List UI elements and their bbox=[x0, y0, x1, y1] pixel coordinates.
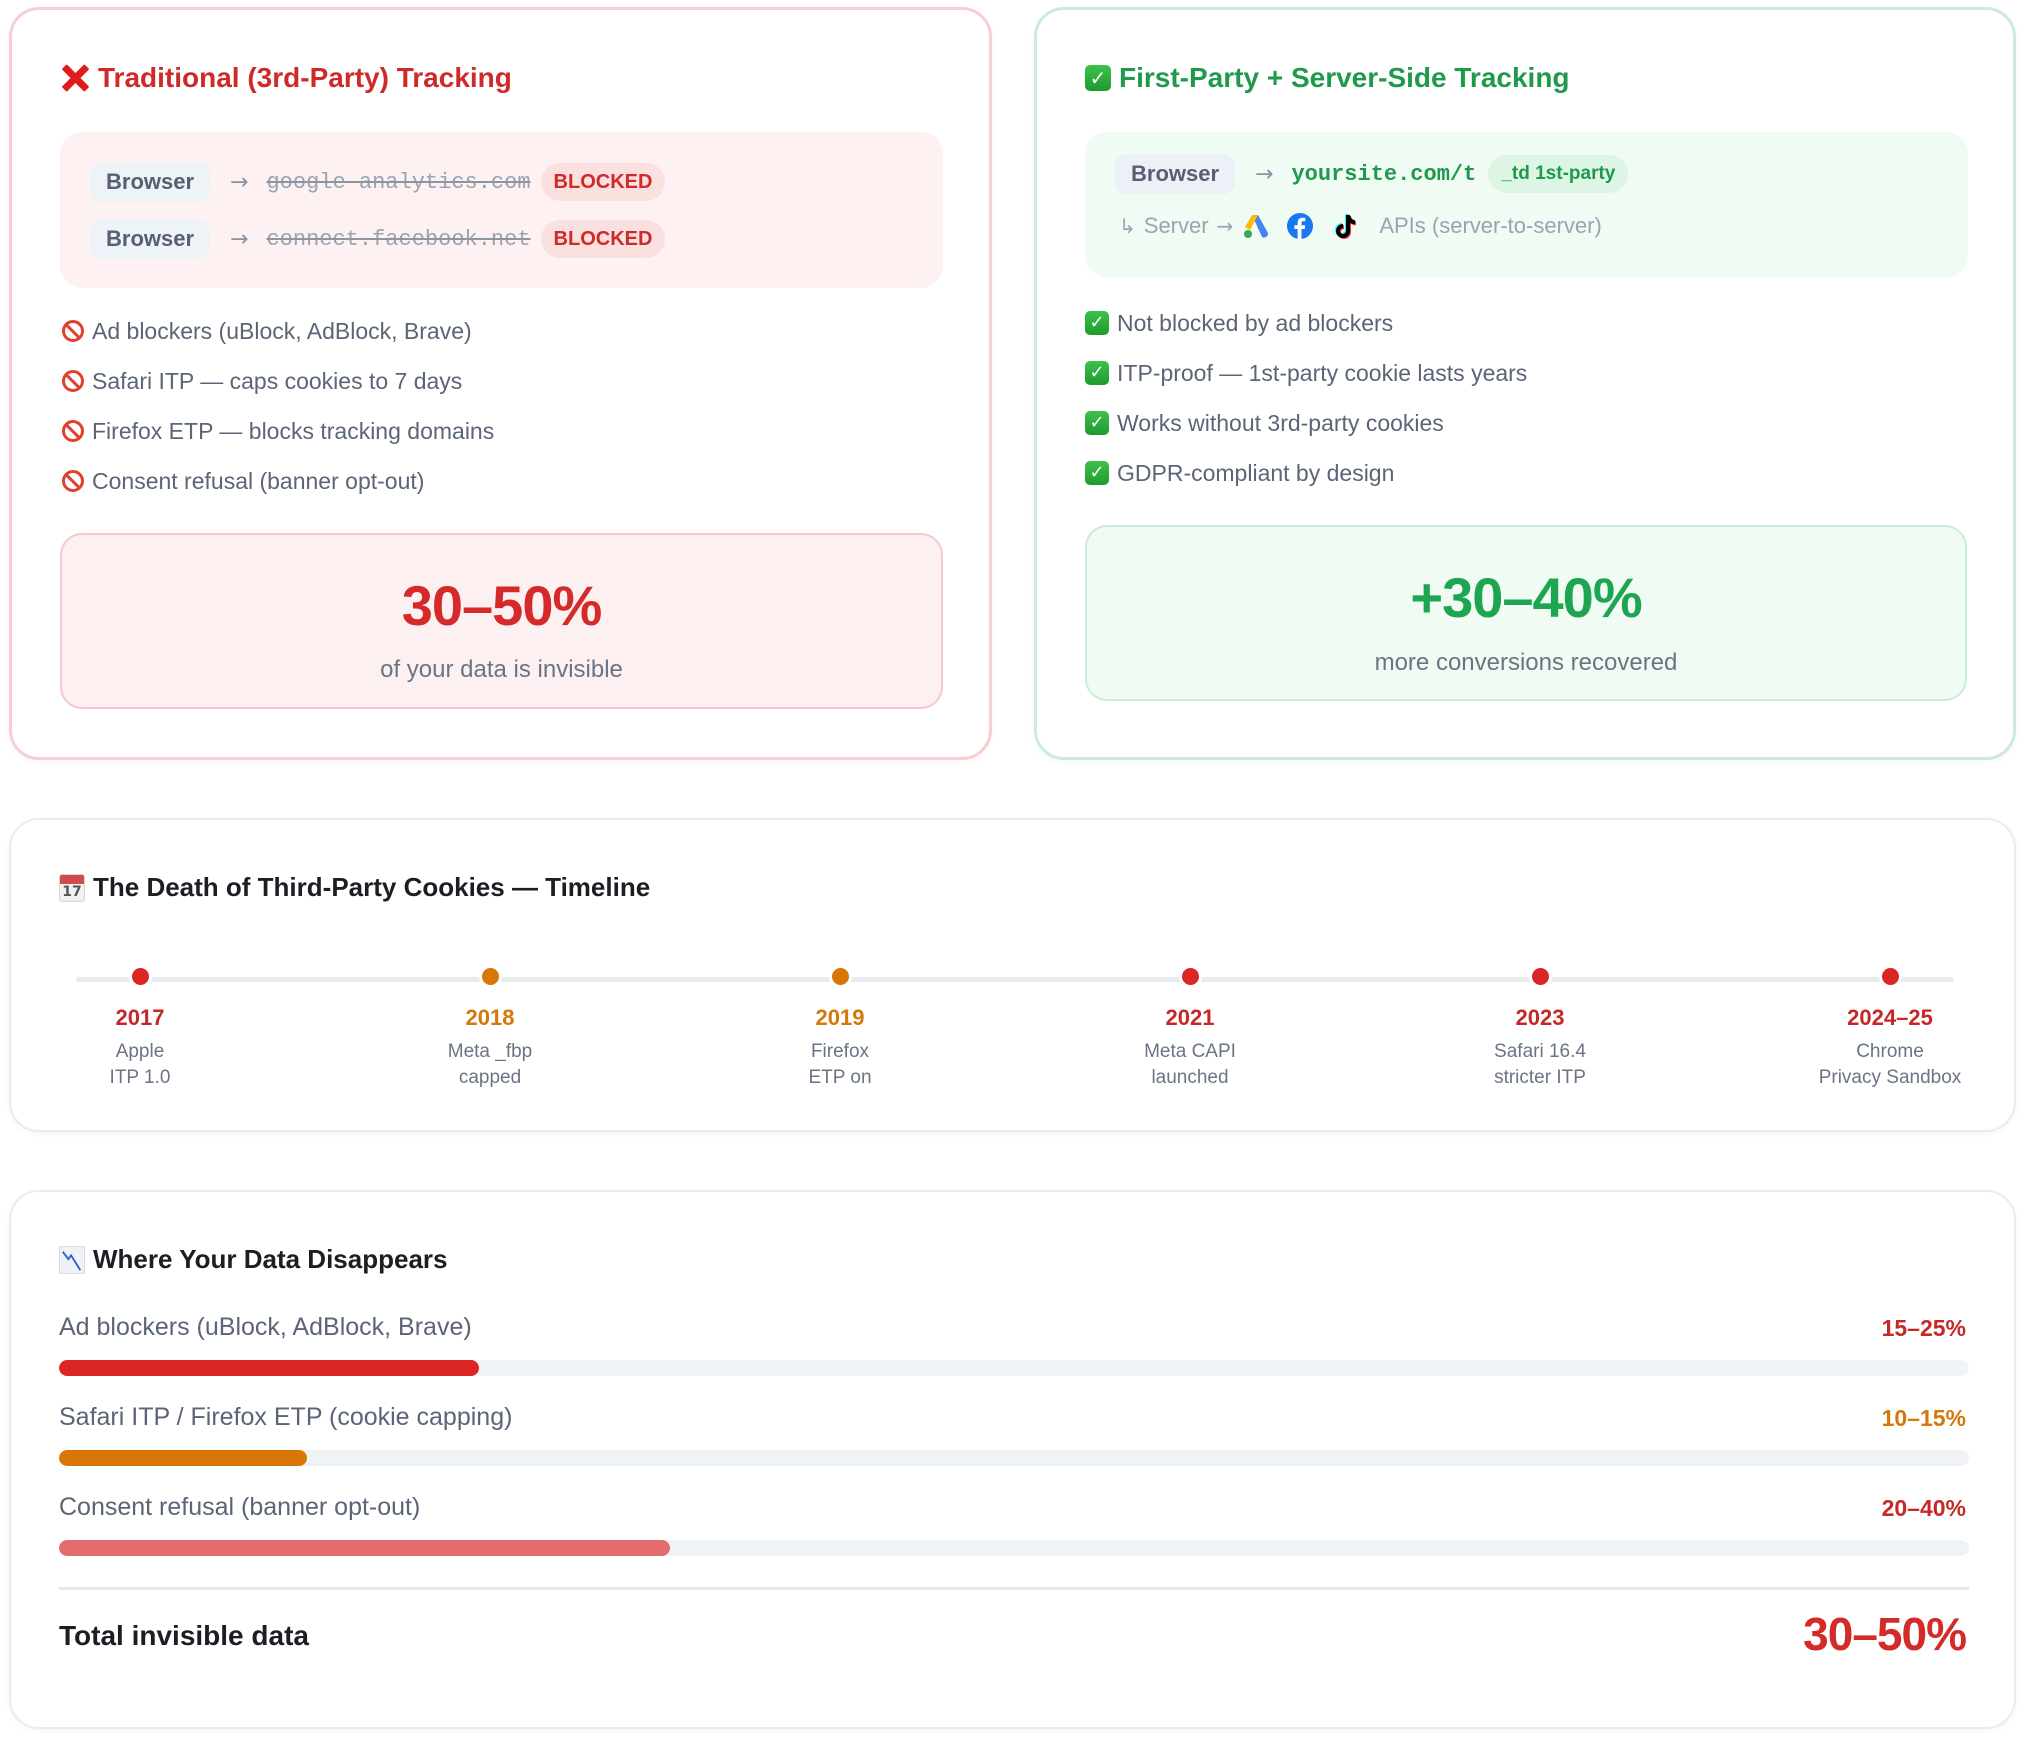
traditional-title: Traditional (3rd-Party) Tracking bbox=[60, 62, 512, 94]
benefit-item: ✓ ITP-proof — 1st-party cookie lasts yea… bbox=[1085, 357, 1527, 389]
issue-item: Ad blockers (uBlock, AdBlock, Brave) bbox=[62, 315, 472, 347]
facebook-icon bbox=[1287, 213, 1314, 239]
flow-row: Browser → yoursite.com/t _td 1st-party bbox=[1115, 154, 1629, 194]
traditional-tracking-card: Traditional (3rd-Party) Tracking Browser… bbox=[9, 7, 992, 760]
stat-caption: of your data is invisible bbox=[380, 656, 623, 683]
check-mark-button-icon: ✓ bbox=[1085, 65, 1111, 91]
benefit-item: ✓ GDPR-compliant by design bbox=[1085, 457, 1394, 489]
loss-progress-track bbox=[59, 1540, 1969, 1556]
check-mark-button-icon: ✓ bbox=[1085, 461, 1109, 485]
first-party-tracking-card: ✓ First-Party + Server-Side Tracking Bro… bbox=[1034, 7, 2016, 760]
tiktok-icon bbox=[1335, 214, 1357, 239]
timeline-dot bbox=[1878, 965, 1902, 988]
timeline-dot bbox=[1178, 965, 1202, 988]
blocked-badge: BLOCKED bbox=[540, 163, 666, 201]
timeline-event: 2023 Safari 16.4 stricter ITP bbox=[1420, 965, 1660, 1091]
server-row: ↳ Server → APIs (server-to-server) bbox=[1119, 210, 1602, 242]
server-label: Server bbox=[1143, 213, 1209, 238]
check-mark-button-icon: ✓ bbox=[1085, 411, 1109, 435]
timeline-card: 17 The Death of Third-Party Cookies — Ti… bbox=[9, 818, 2016, 1132]
cross-mark-icon bbox=[60, 63, 90, 93]
timeline-year: 2019 bbox=[815, 1005, 865, 1030]
arrow-right-icon: → bbox=[1216, 214, 1234, 238]
prohibited-icon bbox=[62, 420, 84, 442]
loss-progress-fill bbox=[59, 1450, 308, 1466]
chart-decreasing-icon bbox=[59, 1245, 85, 1274]
data-loss-title: Where Your Data Disappears bbox=[59, 1244, 448, 1275]
loss-row-label: Ad blockers (uBlock, AdBlock, Brave) bbox=[59, 1313, 472, 1341]
data-loss-card: Where Your Data Disappears Ad blockers (… bbox=[9, 1190, 2016, 1729]
return-arrow-icon: ↳ bbox=[1119, 214, 1136, 238]
invisible-data-stat: 30–50% of your data is invisible bbox=[60, 533, 943, 709]
blocked-flow-diagram: Browser → google-analytics.com BLOCKED B… bbox=[60, 132, 943, 288]
issue-item: Firefox ETP — blocks tracking domains bbox=[62, 415, 494, 447]
timeline-title: 17 The Death of Third-Party Cookies — Ti… bbox=[59, 872, 650, 903]
total-value: 30–50% bbox=[1803, 1608, 1967, 1660]
arrow-right-icon: → bbox=[230, 226, 249, 252]
loss-row-label: Safari ITP / Firefox ETP (cookie capping… bbox=[59, 1403, 513, 1431]
timeline-dot bbox=[478, 965, 502, 988]
loss-progress-track bbox=[59, 1450, 1969, 1466]
timeline-year: 2021 bbox=[1165, 1005, 1215, 1030]
timeline-description: Meta CAPI launched bbox=[1144, 1041, 1236, 1088]
timeline-event: 2024–25 Chrome Privacy Sandbox bbox=[1770, 965, 2010, 1091]
first-party-endpoint: yoursite.com/t bbox=[1291, 161, 1477, 187]
total-divider bbox=[59, 1587, 1969, 1590]
timeline-track bbox=[76, 977, 1954, 982]
prohibited-icon bbox=[62, 370, 84, 392]
loss-row-value: 10–15% bbox=[1881, 1405, 1966, 1431]
timeline-description: Chrome Privacy Sandbox bbox=[1818, 1041, 1962, 1088]
blocked-badge: BLOCKED bbox=[540, 220, 666, 258]
flow-row: Browser → connect.facebook.net BLOCKED bbox=[90, 219, 666, 259]
timeline-description: Apple ITP 1.0 bbox=[109, 1041, 171, 1088]
timeline-year: 2024–25 bbox=[1847, 1005, 1933, 1030]
stat-value: +30–40% bbox=[1410, 566, 1642, 629]
timeline-dot bbox=[828, 965, 852, 988]
prohibited-icon bbox=[62, 320, 84, 342]
loss-progress-fill bbox=[59, 1540, 671, 1556]
recovered-conversions-stat: +30–40% more conversions recovered bbox=[1085, 525, 1967, 701]
flow-row: Browser → google-analytics.com BLOCKED bbox=[90, 162, 666, 202]
timeline-event: 2017 Apple ITP 1.0 bbox=[20, 965, 260, 1091]
first-party-badge: _td 1st-party bbox=[1488, 155, 1629, 193]
browser-pill: Browser bbox=[90, 219, 211, 259]
browser-pill: Browser bbox=[1115, 154, 1236, 194]
blocked-domain: google-analytics.com bbox=[266, 169, 531, 195]
google-ads-icon bbox=[1244, 215, 1269, 238]
loss-row-label: Consent refusal (banner opt-out) bbox=[59, 1493, 421, 1521]
benefit-item: ✓ Works without 3rd-party cookies bbox=[1085, 407, 1444, 439]
check-mark-button-icon: ✓ bbox=[1085, 311, 1109, 335]
benefit-item: ✓ Not blocked by ad blockers bbox=[1085, 307, 1393, 339]
timeline-dot bbox=[1528, 965, 1552, 988]
total-label: Total invisible data bbox=[59, 1620, 309, 1651]
timeline-event: 2018 Meta _fbp capped bbox=[370, 965, 610, 1091]
timeline-year: 2018 bbox=[465, 1005, 515, 1030]
prohibited-icon bbox=[62, 470, 84, 492]
stat-caption: more conversions recovered bbox=[1374, 649, 1678, 676]
loss-row-value: 20–40% bbox=[1881, 1495, 1966, 1521]
check-mark-button-icon: ✓ bbox=[1085, 361, 1109, 385]
first-party-title: ✓ First-Party + Server-Side Tracking bbox=[1085, 62, 1570, 94]
loss-row-value: 15–25% bbox=[1881, 1315, 1966, 1341]
calendar-icon: 17 bbox=[59, 873, 85, 902]
timeline-event: 2019 Firefox ETP on bbox=[720, 965, 960, 1091]
stat-value: 30–50% bbox=[401, 574, 603, 637]
issue-item: Consent refusal (banner opt-out) bbox=[62, 465, 424, 497]
timeline-description: Firefox ETP on bbox=[808, 1041, 872, 1088]
timeline-description: Safari 16.4 stricter ITP bbox=[1494, 1041, 1586, 1088]
timeline-description: Meta _fbp capped bbox=[447, 1041, 533, 1088]
issue-item: Safari ITP — caps cookies to 7 days bbox=[62, 365, 462, 397]
blocked-domain: connect.facebook.net bbox=[266, 226, 531, 252]
arrow-right-icon: → bbox=[1255, 161, 1274, 187]
loss-progress-fill bbox=[59, 1360, 480, 1376]
timeline-year: 2017 bbox=[115, 1005, 165, 1030]
arrow-right-icon: → bbox=[230, 169, 249, 195]
first-party-flow-diagram: Browser → yoursite.com/t _td 1st-party ↳… bbox=[1085, 132, 1968, 277]
timeline-dot bbox=[128, 965, 152, 988]
server-apis-label: APIs (server-to-server) bbox=[1379, 213, 1602, 238]
loss-progress-track bbox=[59, 1360, 1969, 1376]
timeline-event: 2021 Meta CAPI launched bbox=[1070, 965, 1310, 1091]
timeline-year: 2023 bbox=[1515, 1005, 1565, 1030]
browser-pill: Browser bbox=[90, 162, 211, 202]
